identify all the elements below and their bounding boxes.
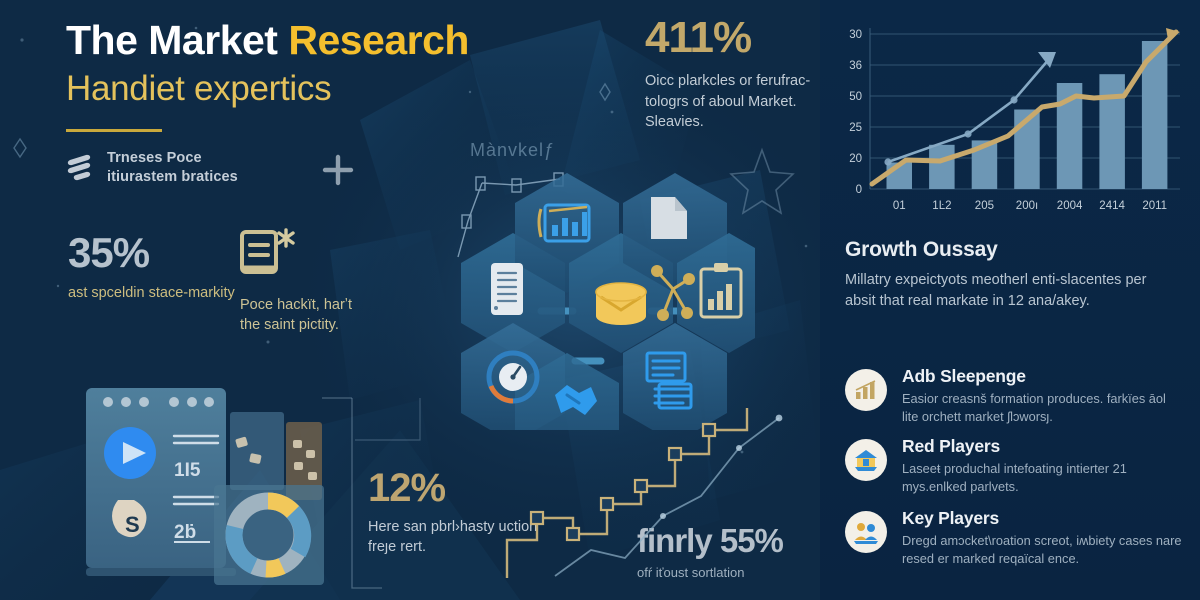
- gauge-meter-icon: [486, 350, 540, 404]
- database-icon: [595, 282, 647, 325]
- y-tick: 30: [849, 29, 862, 41]
- right-panel-background: [820, 0, 1200, 600]
- feature-item-3[interactable]: Key Players Dregd amɔcket\roation screot…: [845, 508, 1185, 568]
- title-divider: [66, 129, 162, 133]
- growth-summary: Growth Oussay Millatry expeictyots meoth…: [845, 238, 1175, 312]
- analytics-dashboard-card: 1I5 2ḃ S: [86, 388, 324, 585]
- dashboard-metric-2: 2ḃ: [174, 522, 196, 543]
- page-subtitle: Handiet expertics: [66, 68, 332, 108]
- x-tick: 200ı: [1016, 200, 1038, 212]
- title-part-primary: The Market: [66, 17, 289, 63]
- server-rack-icon: [491, 263, 523, 315]
- bar-chart-report-icon: [537, 203, 591, 243]
- stat-value: 411%: [645, 13, 752, 62]
- brand-line-2: itiurastem bratices: [107, 168, 238, 185]
- node-link-diagram: [457, 172, 564, 258]
- stat-caption: ast spceldin stace-markity: [68, 285, 235, 301]
- brand-text: Trneses Poce itiurastem bratices: [107, 149, 238, 186]
- x-tick: 2414: [1099, 200, 1125, 212]
- gold-trend-line: [869, 29, 1179, 187]
- dashboard-metric-1: 1I5: [174, 460, 201, 481]
- plus-icon: [322, 154, 354, 186]
- stat-block-35: 35% ast spceldin stace-markity: [68, 232, 243, 303]
- document-note-caption: Poce hackït, harʼt the saint pictity.: [240, 297, 353, 333]
- document-note-block: Poce hackït, harʼt the saint pictity.: [240, 228, 360, 335]
- chart-x-ticks: 01 1Ŀ2 205 200ı 2004 2414 2011: [893, 200, 1167, 212]
- market-watermark: Mànvkelƒ: [470, 140, 556, 160]
- brand-row: Trneses Poce itiurastem bratices: [66, 149, 586, 186]
- chart-y-ticks: 30 36 50 25 20 0: [849, 29, 862, 196]
- network-nodes-icon: [651, 265, 695, 321]
- growth-heading: Growth Oussay: [845, 238, 998, 261]
- y-tick: 20: [849, 153, 862, 165]
- clipboard-chart-icon: [699, 263, 743, 319]
- x-tick: 2004: [1057, 200, 1083, 212]
- stat-caption: Oicc plarkcles or ferufrac- tologrs of a…: [645, 73, 811, 131]
- handshake-icon: [555, 385, 597, 415]
- page-title: The Market Research: [66, 17, 586, 64]
- stat-value: finrly 55%: [637, 522, 784, 559]
- document-lines-icon: [645, 351, 693, 410]
- feature-item-1[interactable]: Adb Sleepenge Easior creasnš formation p…: [845, 366, 1185, 426]
- title-block: The Market Research Handiet expertics Tr…: [66, 17, 586, 187]
- hexagon-icon-cluster: [461, 173, 755, 430]
- y-tick: 36: [849, 60, 862, 72]
- y-tick: 0: [856, 184, 862, 196]
- document-asterisk-icon: [240, 228, 295, 274]
- x-tick: 01: [893, 200, 906, 212]
- team-people-icon: [845, 511, 887, 553]
- stat-block-411: 411% Oicc plarkcles or ferufrac- tologrs…: [645, 16, 830, 133]
- y-tick: 25: [849, 122, 862, 134]
- title-part-accent: Research: [288, 17, 469, 63]
- blue-arrow-head: [1038, 52, 1056, 68]
- feature-body: Laseeŧ produchal intefoating intierter 2…: [902, 461, 1127, 495]
- feature-body: Easior creasnš formation produces. farkï…: [902, 391, 1166, 425]
- y-tick: 50: [849, 91, 862, 103]
- stat-value: 12%: [368, 466, 446, 510]
- growth-body: Millatry expeictyots meotherl enti-slace…: [845, 272, 1147, 310]
- document-page-icon: [651, 197, 687, 239]
- feature-body: Dregd amɔcket\roation screot, iʍbiety ca…: [902, 533, 1182, 567]
- growth-bar-chart: 30 36 50 25 20 0 01 1Ŀ2 205 200ı 2004 2414 201…: [849, 28, 1180, 212]
- feature-item-2[interactable]: Red Players Laseeŧ produchal intefoating…: [845, 436, 1185, 496]
- x-tick: 205: [975, 200, 994, 212]
- donut-chart-icon: [225, 492, 312, 578]
- feature-title: Key Players: [902, 508, 1000, 528]
- stat-block-12: 12% Here san pbrl›hasty uction freȷe rer…: [368, 468, 548, 557]
- x-tick: 2011: [1142, 200, 1167, 212]
- svg-text:S: S: [125, 512, 140, 537]
- stat-caption: ofŕ iťoust sortlation: [637, 565, 745, 580]
- blue-arrow-line: [887, 57, 1051, 164]
- stat-caption: Here san pbrl›hasty uction freȷe rert.: [368, 519, 538, 555]
- stat-value: 35%: [68, 229, 150, 276]
- slashes-logo-icon: [67, 154, 91, 181]
- gold-trend-arrowhead: [1166, 28, 1180, 40]
- brand-line-1: Trneses Poce: [107, 150, 202, 167]
- feature-title: Adb Sleepenge: [902, 366, 1026, 386]
- chart-bars: [886, 41, 1168, 189]
- bar-chart-icon: [845, 369, 887, 411]
- chart-bar: [1099, 74, 1125, 189]
- x-tick: 1Ŀ2: [932, 200, 951, 212]
- stat-block-55: finrly 55% ofŕ iťoust sortlation: [637, 524, 817, 581]
- feature-title: Red Players: [902, 436, 1000, 456]
- chart-bar: [929, 144, 955, 189]
- market-house-icon: [845, 439, 887, 481]
- step-trend-chart: [505, 408, 783, 578]
